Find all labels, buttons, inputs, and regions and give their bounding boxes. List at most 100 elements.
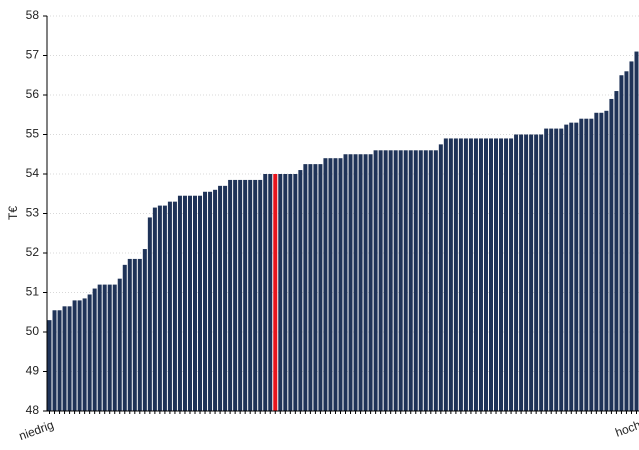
bar xyxy=(147,217,152,411)
bar xyxy=(408,150,413,412)
bar xyxy=(504,138,509,411)
bar xyxy=(97,284,102,411)
bar xyxy=(604,110,609,412)
bar xyxy=(559,128,564,411)
bar xyxy=(157,205,162,411)
bar xyxy=(82,298,87,411)
bar xyxy=(167,201,172,411)
bar xyxy=(458,138,463,411)
bar xyxy=(228,179,233,411)
bar xyxy=(203,191,208,411)
bar xyxy=(102,284,107,411)
bar xyxy=(87,294,92,411)
bar xyxy=(182,195,187,411)
bar xyxy=(338,158,343,411)
bar xyxy=(569,122,574,412)
bar xyxy=(92,288,97,411)
bar xyxy=(589,118,594,411)
bar xyxy=(418,150,423,412)
bar xyxy=(353,154,358,411)
bar xyxy=(208,191,213,411)
bar xyxy=(137,258,142,411)
bar xyxy=(213,189,218,411)
y-tick-label: 52 xyxy=(26,245,40,259)
bar xyxy=(187,195,192,411)
y-tick-label: 55 xyxy=(26,127,40,141)
bar xyxy=(423,150,428,412)
bar xyxy=(243,179,248,411)
bar xyxy=(348,154,353,411)
bar xyxy=(443,138,448,411)
bar xyxy=(132,258,137,411)
bar xyxy=(308,164,313,411)
bar xyxy=(473,138,478,411)
bar xyxy=(609,98,614,411)
bar xyxy=(564,124,569,411)
bar xyxy=(463,138,468,411)
bar xyxy=(554,128,559,411)
bar xyxy=(162,205,167,411)
bar xyxy=(62,306,67,411)
bar xyxy=(534,134,539,411)
y-tick-label: 48 xyxy=(26,403,40,417)
bar xyxy=(52,310,57,411)
bar xyxy=(373,150,378,412)
bar xyxy=(428,150,433,412)
bar xyxy=(448,138,453,411)
bar xyxy=(509,138,514,411)
bar xyxy=(363,154,368,411)
bar xyxy=(383,150,388,412)
y-tick-label: 56 xyxy=(26,87,40,101)
bar xyxy=(488,138,494,411)
bar xyxy=(112,284,117,411)
bar xyxy=(433,150,438,412)
bar xyxy=(283,174,288,411)
x-tick-label: niedrig xyxy=(17,418,56,443)
bar xyxy=(192,195,198,411)
bar xyxy=(303,164,308,411)
y-tick-label: 57 xyxy=(26,48,40,62)
bar xyxy=(233,179,238,411)
bar xyxy=(328,158,333,411)
bar xyxy=(223,185,228,411)
bar xyxy=(393,150,398,412)
y-tick-label: 58 xyxy=(26,8,40,22)
bar xyxy=(529,134,534,411)
bar xyxy=(413,150,418,412)
bar xyxy=(524,134,529,411)
bar xyxy=(629,61,634,412)
bar xyxy=(634,51,639,412)
bar xyxy=(298,170,303,411)
y-tick-label: 50 xyxy=(26,324,40,338)
bar xyxy=(323,158,328,411)
bar xyxy=(594,112,599,412)
bar xyxy=(438,144,443,411)
bar xyxy=(483,138,488,411)
y-tick-label: 49 xyxy=(26,364,40,378)
bar xyxy=(614,91,619,412)
bar xyxy=(278,174,283,411)
bar xyxy=(368,154,373,411)
bar xyxy=(107,284,112,411)
bar xyxy=(544,128,549,411)
bar xyxy=(172,201,177,411)
bar xyxy=(273,174,278,411)
bar xyxy=(218,185,223,411)
bar xyxy=(499,138,504,411)
bar xyxy=(142,249,147,411)
bar xyxy=(494,138,499,411)
bar xyxy=(313,164,318,411)
y-axis-label: T€ xyxy=(6,206,20,220)
bar xyxy=(77,300,82,411)
bar xyxy=(333,158,338,411)
x-tick-label: hoch xyxy=(613,418,639,440)
bar xyxy=(403,150,408,412)
bar xyxy=(468,138,473,411)
bar xyxy=(263,174,268,411)
bar xyxy=(539,134,544,411)
bar xyxy=(388,150,393,412)
bar xyxy=(293,174,298,411)
bar xyxy=(378,150,383,412)
y-tick-label: 53 xyxy=(26,206,40,220)
bar xyxy=(398,150,403,412)
